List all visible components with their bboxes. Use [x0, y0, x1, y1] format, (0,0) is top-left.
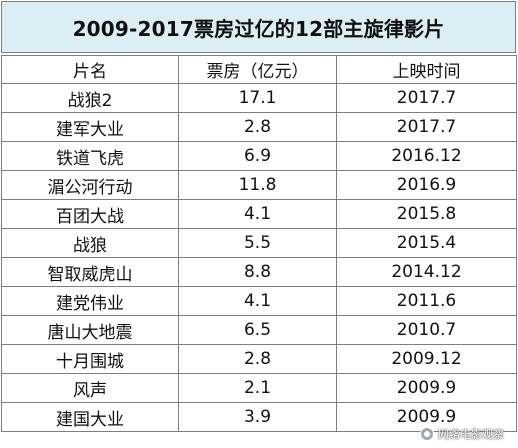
table-row: 战狼2 17.1 2017.7	[1, 83, 517, 113]
release-date-cell: 2017.7	[336, 83, 517, 113]
release-date-cell: 2017.7	[336, 112, 517, 142]
box-office-cell: 6.9	[178, 141, 337, 171]
column-header-release-date: 上映时间	[336, 55, 517, 84]
film-name-cell: 唐山大地震	[1, 315, 179, 345]
film-name-cell: 百团大战	[1, 199, 179, 229]
film-name-cell: 战狼	[1, 228, 179, 258]
table-row: 湄公河行动 11.8 2016.9	[1, 170, 517, 200]
column-header-film-name: 片名	[1, 55, 179, 84]
box-office-cell: 11.8	[178, 170, 337, 200]
column-header-box-office: 票房（亿元）	[178, 55, 337, 84]
table-row: 战狼 5.5 2015.4	[1, 228, 517, 258]
box-office-cell: 2.1	[178, 373, 337, 403]
film-name-cell: 建国大业	[1, 402, 179, 432]
box-office-cell: 4.1	[178, 199, 337, 229]
release-date-cell: 2015.8	[336, 199, 517, 229]
box-office-cell: 2.8	[178, 344, 337, 374]
table-row: 十月围城 2.8 2009.12	[1, 344, 517, 374]
table-row: 铁道飞虎 6.9 2016.12	[1, 141, 517, 171]
watermark-text: 网络电影观察	[438, 428, 504, 441]
watermark: 网络电影观察	[420, 426, 504, 442]
camera-lens-icon	[420, 427, 434, 441]
film-name-cell: 智取威虎山	[1, 257, 179, 287]
film-name-cell: 十月围城	[1, 344, 179, 374]
release-date-cell: 2015.4	[336, 228, 517, 258]
table-title: 2009-2017票房过亿的12部主旋律影片	[72, 16, 445, 41]
table-row: 建军大业 2.8 2017.7	[1, 112, 517, 142]
box-office-cell: 6.5	[178, 315, 337, 345]
box-office-cell: 4.1	[178, 286, 337, 316]
box-office-cell: 8.8	[178, 257, 337, 287]
release-date-cell: 2016.12	[336, 141, 517, 171]
header-row: 片名 票房（亿元） 上映时间	[1, 55, 517, 84]
film-name-cell: 建军大业	[1, 112, 179, 142]
table-row: 百团大战 4.1 2015.8	[1, 199, 517, 229]
film-name-cell: 战狼2	[1, 83, 179, 113]
film-name-cell: 建党伟业	[1, 286, 179, 316]
box-office-cell: 2.8	[178, 112, 337, 142]
film-name-cell: 铁道飞虎	[1, 141, 179, 171]
release-date-cell: 2010.7	[336, 315, 517, 345]
release-date-cell: 2016.9	[336, 170, 517, 200]
release-date-cell: 2014.12	[336, 257, 517, 287]
box-office-cell: 17.1	[178, 83, 337, 113]
table-row: 智取威虎山 8.8 2014.12	[1, 257, 517, 287]
box-office-cell: 3.9	[178, 402, 337, 432]
table-row: 唐山大地震 6.5 2010.7	[1, 315, 517, 345]
table-row: 风声 2.1 2009.9	[1, 373, 517, 403]
box-office-cell: 5.5	[178, 228, 337, 258]
table-title-row: 2009-2017票房过亿的12部主旋律影片	[1, 1, 516, 53]
table-row: 建党伟业 4.1 2011.6	[1, 286, 517, 316]
box-office-table: 片名 票房（亿元） 上映时间 战狼2 17.1 2017.7 建军大业 2.8 …	[1, 55, 517, 432]
release-date-cell: 2009.9	[336, 373, 517, 403]
release-date-cell: 2009.12	[336, 344, 517, 374]
release-date-cell: 2011.6	[336, 286, 517, 316]
film-name-cell: 风声	[1, 373, 179, 403]
film-name-cell: 湄公河行动	[1, 170, 179, 200]
table-row: 建国大业 3.9 2009.9	[1, 402, 517, 432]
